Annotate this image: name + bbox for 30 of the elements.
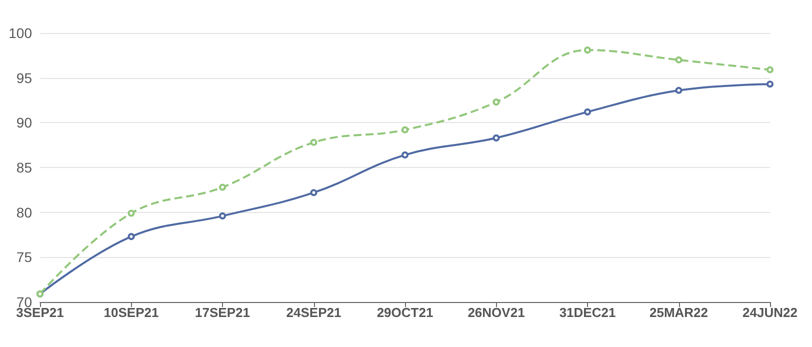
point — [492, 134, 500, 142]
x-tick-label: 17SEP21 — [195, 305, 250, 320]
point — [310, 189, 318, 196]
point — [128, 233, 135, 240]
point — [310, 138, 318, 146]
point — [402, 126, 408, 134]
point — [584, 108, 591, 116]
y-tick-label: 95 — [16, 70, 32, 86]
y-tick-label: 100 — [8, 25, 32, 41]
point — [766, 66, 774, 74]
x-tick-label: 26NOV21 — [468, 305, 525, 320]
x-tick-label: 10SEP21 — [104, 305, 159, 320]
y-tick-label: 90 — [16, 114, 32, 131]
x-tick-label: 29OCT21 — [376, 305, 434, 320]
point — [402, 151, 408, 158]
x-tick-label: 25MAR22 — [649, 305, 708, 320]
x-tick-label: 24SEP21 — [286, 305, 342, 320]
point — [219, 184, 226, 191]
point — [766, 80, 774, 88]
point — [675, 56, 682, 64]
point — [128, 210, 135, 217]
point — [675, 86, 682, 94]
x-tick-label: 31DEC21 — [559, 305, 616, 320]
y-tick-label: 85 — [16, 160, 32, 176]
point — [219, 212, 226, 220]
point — [584, 46, 591, 54]
point — [492, 98, 500, 106]
y-tick-label: 75 — [16, 249, 32, 266]
x-tick-label: 24JUN22 — [742, 305, 798, 320]
y-tick-label: 80 — [16, 204, 32, 220]
